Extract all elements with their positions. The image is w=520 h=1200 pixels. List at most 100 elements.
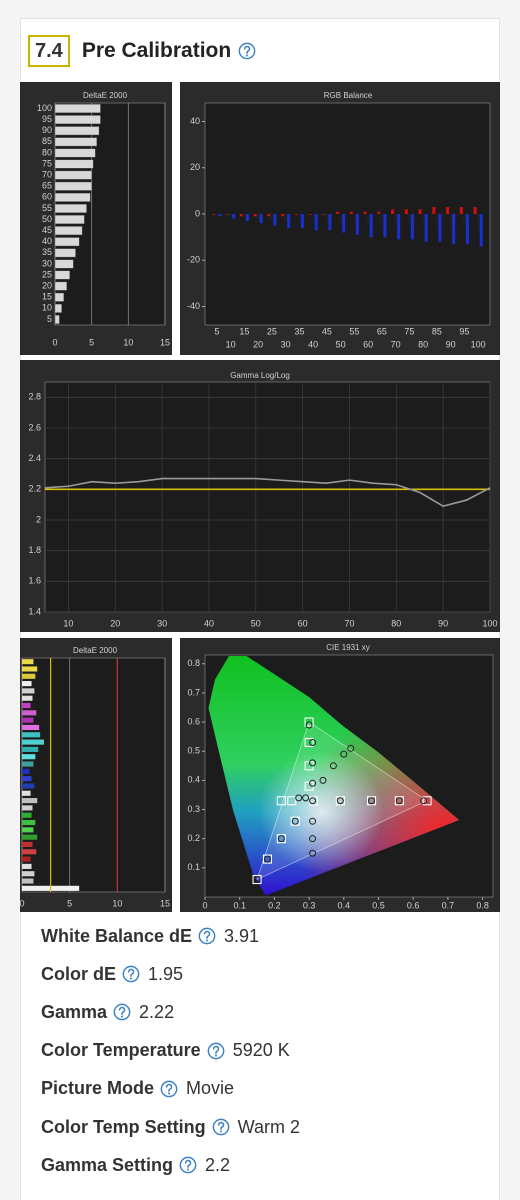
x-tick-label: 0 [202,900,207,910]
bar [253,214,257,217]
bar [476,214,480,228]
y-tick-label: 50 [42,214,52,224]
measured-point [340,750,348,758]
help-icon[interactable] [207,1042,225,1060]
bar [54,237,80,247]
bar [54,104,101,113]
bar [256,214,260,219]
bar [22,768,30,774]
y-tick-label: 45 [42,225,52,235]
help-icon[interactable] [160,1080,178,1098]
help-icon[interactable] [198,927,216,945]
y-tick-label: 95 [42,114,52,124]
measured-point [347,744,355,752]
bar [22,871,35,877]
y-tick-label: 25 [42,269,52,279]
bar [479,214,483,247]
measured-point [309,817,317,825]
bar [380,214,384,226]
x-tick-label: 70 [391,339,401,349]
help-icon[interactable] [122,965,140,983]
bar [308,214,312,215]
x-tick-label: 95 [459,326,469,336]
bar [273,214,277,226]
target-point [367,796,377,806]
bar [22,666,38,672]
bar [54,259,74,269]
y-tick-label: 100 [37,103,52,113]
help-icon[interactable] [179,1156,197,1174]
result-value: 2.22 [139,1001,175,1022]
x-tick-label: 0.8 [476,900,489,910]
measured-point [309,759,317,767]
bar [22,856,31,862]
bar [446,207,450,214]
x-tick-label: 20 [253,339,263,349]
x-tick-label: 90 [446,339,456,349]
y-tick-label: 0.7 [187,687,200,697]
result-label: Gamma Setting [41,1154,174,1175]
chart-title: CIE 1931 xy [326,643,370,652]
result-row: Color Temperature 5920 K [41,1032,491,1070]
y-tick-label: 20 [42,281,52,291]
bar [54,137,97,147]
x-tick-label: 90 [438,618,448,628]
bar [328,214,332,231]
y-tick-label: 80 [42,147,52,157]
bar [54,303,62,313]
y-tick-label: 35 [42,247,52,257]
help-icon[interactable] [212,1118,230,1136]
bar [22,834,38,840]
bar [22,717,34,723]
x-tick-label: 15 [160,337,170,347]
bar [245,214,249,221]
bar [54,292,65,302]
x-tick-label: 0 [19,898,24,908]
bar [54,215,85,224]
result-value: Warm 2 [237,1116,301,1137]
bar [339,214,343,224]
target-point [262,854,273,864]
help-icon[interactable] [113,1003,131,1021]
bar [407,214,411,226]
y-tick-label: 0.2 [187,833,200,843]
result-value: Movie [186,1078,235,1099]
x-tick-label: 85 [432,326,442,336]
bar [22,790,31,796]
y-tick-label: 2.6 [28,422,41,432]
y-tick-label: 1.4 [28,606,41,616]
bar [22,673,36,679]
bar [355,214,359,235]
bar [352,214,356,224]
chart-title: Gamma Log/Log [230,371,290,380]
bar [435,214,439,226]
measured-point [336,797,344,805]
bar [22,681,32,687]
x-tick-label: 0 [52,337,57,347]
bar [54,281,67,291]
chart-title: DeltaE 2000 [73,646,118,655]
target-point [394,796,404,806]
bar [369,214,373,238]
gamma-line [44,477,491,508]
bar [314,214,318,231]
y-tick-label: 75 [42,158,52,168]
x-tick-label: 80 [418,339,428,349]
bar [418,209,422,214]
x-tick-label: 5 [214,326,219,336]
bar [366,214,370,224]
y-tick-label: 2 [36,514,41,524]
bar [391,209,395,214]
bar [229,214,233,217]
bar [383,214,387,238]
measured-point [309,835,317,843]
result-row: Gamma 2.22 [41,993,491,1031]
bar [22,878,34,884]
bar [22,776,32,782]
x-tick-label: 10 [226,339,236,349]
y-tick-label: 40 [42,236,52,246]
result-label: Color Temperature [41,1040,201,1061]
y-tick-label: 10 [42,303,52,313]
x-tick-label: 70 [344,618,354,628]
